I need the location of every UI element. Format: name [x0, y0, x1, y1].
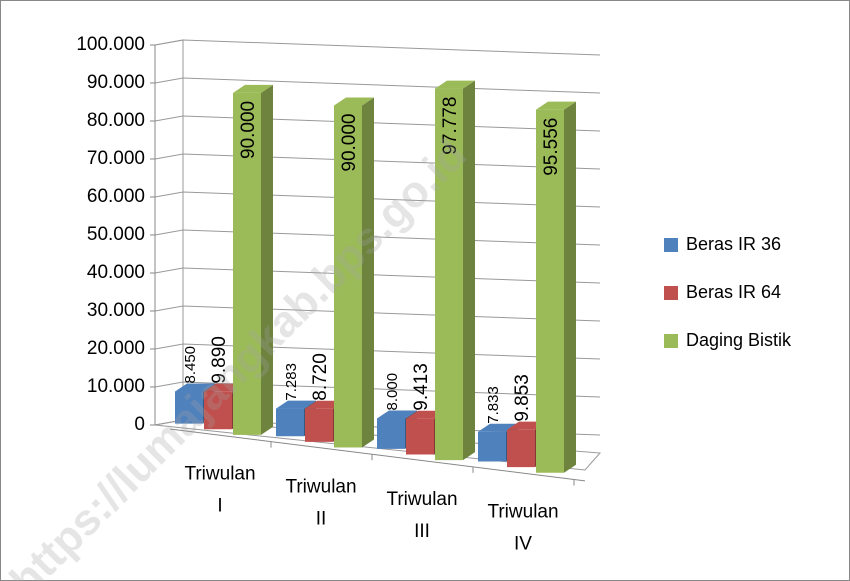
bar-side: [261, 84, 273, 435]
bar-front: [334, 105, 362, 448]
bar: [233, 84, 273, 435]
bar-front: [377, 418, 405, 449]
bar-top: [536, 101, 576, 110]
bar-top: [334, 97, 374, 106]
bar-front: [305, 408, 333, 442]
data-label: 8.000: [384, 373, 401, 411]
legend-swatch: [664, 286, 678, 300]
bar-front: [406, 418, 434, 455]
bar-top: [175, 383, 215, 392]
legend-label: Beras IR 64: [686, 282, 781, 302]
bar-top: [377, 410, 417, 419]
y-tick-label: 40.000: [87, 262, 145, 283]
y-tick-label: 0: [134, 414, 145, 435]
y-tick-label: 50.000: [87, 224, 145, 245]
y-tick-label: 70.000: [87, 148, 145, 169]
y-tick-label: 90.000: [87, 72, 145, 93]
bar-front: [175, 391, 203, 424]
x-tick-label: Triwulan II: [285, 476, 356, 529]
bar: [435, 80, 475, 461]
data-label: 7.283: [283, 363, 300, 401]
data-label: 97.778: [440, 97, 461, 155]
bar-top: [233, 84, 273, 93]
data-label: 90.000: [238, 101, 259, 159]
legend-swatch: [664, 334, 678, 348]
data-label: 9.890: [209, 336, 230, 384]
data-label: 9.413: [411, 363, 432, 411]
y-tick-label: 20.000: [87, 338, 145, 359]
legend-label: Beras IR 36: [686, 234, 781, 254]
bar-front: [435, 88, 463, 461]
bar-side: [564, 101, 576, 473]
bar-top: [276, 400, 316, 409]
y-tick-label: 80.000: [87, 110, 145, 131]
x-tick-label: Triwulan III: [386, 489, 457, 542]
bar-front: [233, 92, 261, 435]
bar-front: [536, 109, 564, 473]
legend-label: Daging Bistik: [686, 330, 792, 350]
bar-front: [276, 408, 304, 437]
y-tick-label: 100.000: [76, 34, 145, 55]
data-label: 7.833: [485, 386, 502, 424]
bar-front: [478, 431, 506, 462]
grid-line: [154, 39, 601, 56]
bar: [334, 97, 374, 448]
y-tick-label: 30.000: [87, 300, 145, 321]
x-tick-label: Triwulan I: [184, 464, 255, 517]
y-tick-label: 10.000: [87, 376, 145, 397]
bar-side: [463, 80, 475, 461]
bar: [536, 101, 576, 473]
data-label: 9.853: [512, 374, 533, 422]
data-label: 8.720: [310, 353, 331, 401]
bar-side: [362, 97, 374, 448]
x-tick-label: Triwulan IV: [487, 502, 558, 555]
legend-swatch: [664, 238, 678, 252]
data-label: 90.000: [339, 114, 360, 172]
bar-top: [435, 80, 475, 89]
bar-front: [204, 391, 232, 430]
data-label: 8.450: [182, 346, 199, 384]
data-label: 95.556: [541, 118, 562, 176]
y-tick-label: 60.000: [87, 186, 145, 207]
bar-front: [507, 429, 535, 468]
x-axis: [169, 428, 586, 482]
